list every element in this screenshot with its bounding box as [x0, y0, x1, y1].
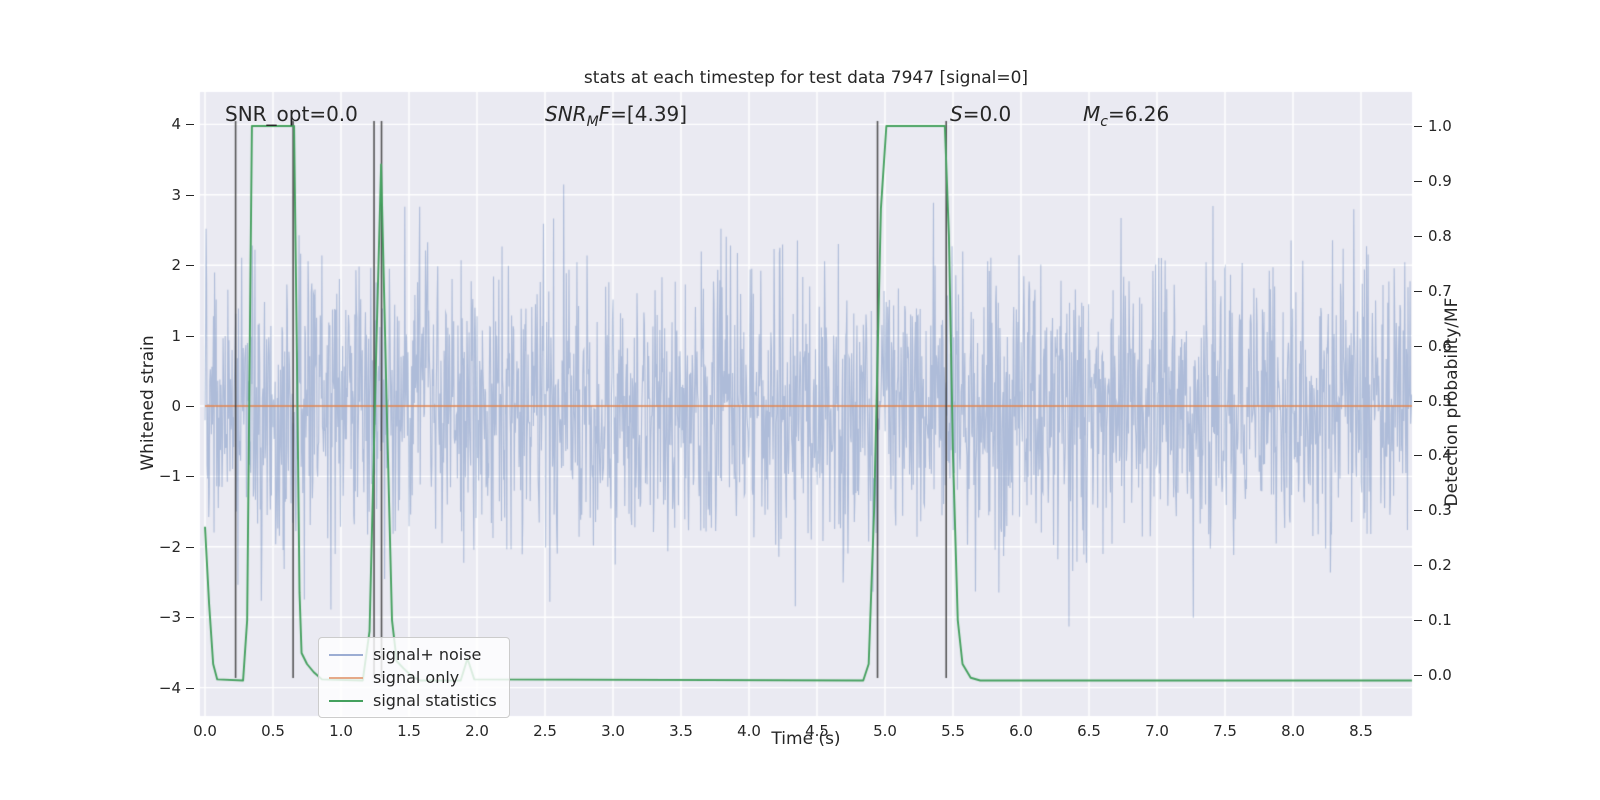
figure: stats at each timestep for test data 794… — [0, 0, 1600, 800]
chart-plot-area — [0, 0, 1600, 800]
